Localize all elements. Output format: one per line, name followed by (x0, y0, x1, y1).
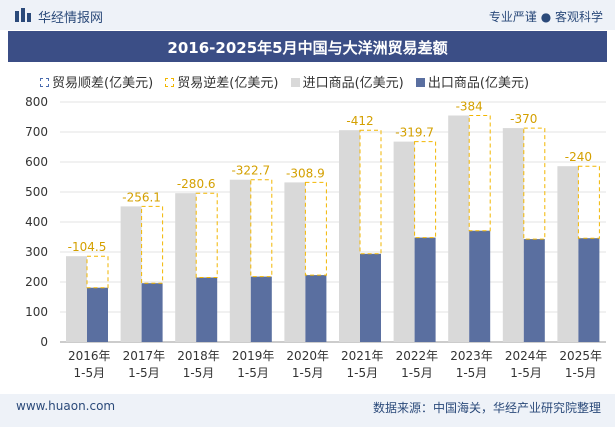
x-tick-label: 1-5月 (565, 366, 597, 380)
import-bar (284, 182, 306, 342)
x-tick-label: 2022年 (396, 349, 439, 363)
deficit-data-label: -256.1 (122, 190, 161, 204)
legend-item-import: 进口商品(亿美元) (290, 72, 404, 91)
deficit-data-label: -322.7 (231, 164, 270, 178)
export-bar (87, 287, 108, 342)
footer-source: 数据来源：中国海关，华经产业研究院整理 (372, 401, 601, 415)
deficit-data-label: -370 (510, 112, 537, 126)
deficit-data-label: -319.7 (395, 126, 434, 140)
import-bar (229, 179, 251, 342)
chart-title: 2016-2025年5月中国与大洋洲贸易差额 (167, 39, 448, 57)
import-bar (66, 256, 87, 342)
legend: 贸易顺差(亿美元) 贸易逆差(亿美元) 进口商品(亿美元) 出口商品(亿美元) (40, 72, 537, 91)
brand-name: 华经情报网 (38, 11, 104, 26)
footer-website: www.huaon.com (16, 399, 116, 413)
import-bar (120, 206, 142, 342)
x-tick-label: 1-5月 (292, 366, 324, 380)
y-tick-label: 200 (25, 275, 48, 289)
import-bar (557, 166, 579, 342)
legend-swatch-import (290, 78, 300, 87)
deficit-bar (195, 192, 218, 278)
deficit-data-label: -240 (565, 150, 592, 164)
x-tick-label: 2023年 (450, 349, 493, 363)
deficit-data-label: -412 (346, 114, 373, 128)
deficit-bar (141, 205, 164, 284)
x-tick-label: 1-5月 (401, 366, 433, 380)
legend-swatch-deficit (165, 78, 175, 87)
export-bar (578, 238, 600, 342)
y-tick-label: 0 (40, 335, 48, 349)
x-tick-label: 2024年 (505, 349, 548, 363)
x-tick-label: 1-5月 (183, 366, 215, 380)
deficit-bar (468, 115, 491, 232)
export-bar (469, 230, 491, 342)
export-bar (250, 276, 272, 342)
x-tick-label: 1-5月 (73, 366, 105, 380)
x-tick-label: 1-5月 (237, 366, 269, 380)
top-bar: 华经情报网 专业严谨 ● 客观科学 (0, 0, 615, 30)
deficit-bar (86, 255, 109, 289)
x-tick-label: 1-5月 (128, 366, 160, 380)
deficit-data-label: -280.6 (177, 177, 216, 191)
y-tick-label: 700 (25, 125, 48, 139)
y-tick-label: 800 (25, 95, 48, 109)
bar-chart: 0 100 200 300 400 500 600 700 800 -104.5 2016年 1-5月… (25, 95, 606, 380)
import-bar (175, 193, 197, 342)
import-bar (502, 128, 524, 342)
export-bar (523, 239, 545, 342)
title-band: 2016-2025年5月中国与大洋洲贸易差额 (8, 31, 607, 62)
export-bar (141, 283, 163, 342)
deficit-data-label: -384 (456, 100, 483, 114)
export-bar (360, 253, 381, 342)
deficit-bar (414, 141, 437, 239)
deficit-data-label: -308.9 (286, 166, 325, 180)
x-tick-label: 2016年 (68, 349, 111, 363)
x-tick-label: 2018年 (177, 349, 220, 363)
export-bar (305, 275, 327, 342)
y-tick-label: 500 (25, 185, 48, 199)
x-tick-label: 2021年 (341, 349, 384, 363)
deficit-bar (359, 129, 382, 255)
legend-label-surplus: 贸易顺差(亿美元) (52, 76, 154, 91)
y-tick-label: 300 (25, 245, 48, 259)
legend-label-deficit: 贸易逆差(亿美元) (177, 76, 279, 91)
y-tick-label: 600 (25, 155, 48, 169)
deficit-bar (304, 181, 327, 276)
x-tick-label: 1-5月 (510, 366, 542, 380)
logo-icon (15, 8, 31, 22)
deficit-data-label: -104.5 (68, 240, 107, 254)
x-tick-label: 1-5月 (456, 366, 488, 380)
legend-label-import: 进口商品(亿美元) (302, 76, 404, 91)
slogan: 专业严谨 ● 客观科学 (488, 10, 603, 24)
deficit-bar (577, 165, 600, 239)
legend-swatch-export (415, 78, 425, 87)
x-tick-label: 2017年 (123, 349, 166, 363)
legend-swatch-surplus (40, 78, 49, 87)
deficit-bar (250, 179, 273, 278)
import-bar (339, 130, 360, 342)
footer: www.huaon.com 数据来源：中国海关，华经产业研究院整理 (0, 394, 615, 427)
x-tick-label: 2025年 (559, 349, 602, 363)
export-bar (414, 237, 436, 342)
legend-item-export: 出口商品(亿美元) (415, 72, 530, 91)
x-tick-label: 2019年 (232, 349, 275, 363)
y-tick-label: 400 (25, 215, 48, 229)
import-bar (393, 141, 415, 342)
legend-item-deficit: 贸易逆差(亿美元) (165, 72, 278, 91)
legend-label-export: 出口商品(亿美元) (427, 76, 530, 91)
x-tick-label: 1-5月 (346, 366, 378, 380)
y-tick-label: 100 (25, 305, 48, 319)
legend-item-surplus: 贸易顺差(亿美元) (40, 72, 153, 91)
x-tick-label: 2020年 (286, 349, 329, 363)
deficit-bar (523, 127, 546, 240)
import-bar (448, 115, 470, 342)
export-bar (196, 277, 218, 342)
